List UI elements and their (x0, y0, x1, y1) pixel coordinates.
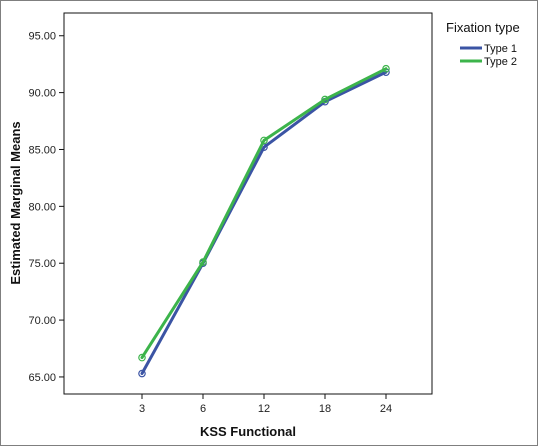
x-axis-title: KSS Functional (200, 424, 296, 439)
x-tick-label: 3 (139, 403, 145, 415)
y-tick-label: 75.00 (28, 258, 56, 270)
data-point (138, 353, 146, 362)
data-point (260, 136, 268, 145)
series-line-type-1 (140, 70, 388, 376)
legend-label: Type 2 (484, 56, 517, 68)
data-point (382, 64, 390, 73)
data-point (199, 258, 207, 266)
y-axis: 65.00 70.00 75.00 80.00 85.00 90.00 95.00 (28, 31, 64, 384)
y-tick-label: 90.00 (28, 88, 56, 100)
y-axis-title: Estimated Marginal Means (8, 121, 23, 284)
y-tick-label: 85.00 (28, 144, 56, 156)
legend-title: Fixation type (446, 20, 520, 35)
series-line-type-2 (140, 67, 388, 360)
y-tick-label: 70.00 (28, 315, 56, 327)
x-tick-label: 24 (380, 403, 392, 415)
x-tick-label: 12 (258, 403, 270, 415)
x-tick-label: 18 (319, 403, 331, 415)
data-point (138, 369, 146, 378)
x-tick-label: 6 (200, 403, 206, 415)
data-point (321, 95, 329, 104)
legend-label: Type 1 (484, 43, 517, 55)
plot-area (63, 12, 433, 395)
x-axis: 3 6 12 18 24 (139, 394, 392, 415)
y-tick-label: 80.00 (28, 201, 56, 213)
y-tick-label: 95.00 (28, 31, 56, 43)
y-tick-label: 65.00 (28, 372, 56, 384)
series-layer (138, 64, 390, 378)
